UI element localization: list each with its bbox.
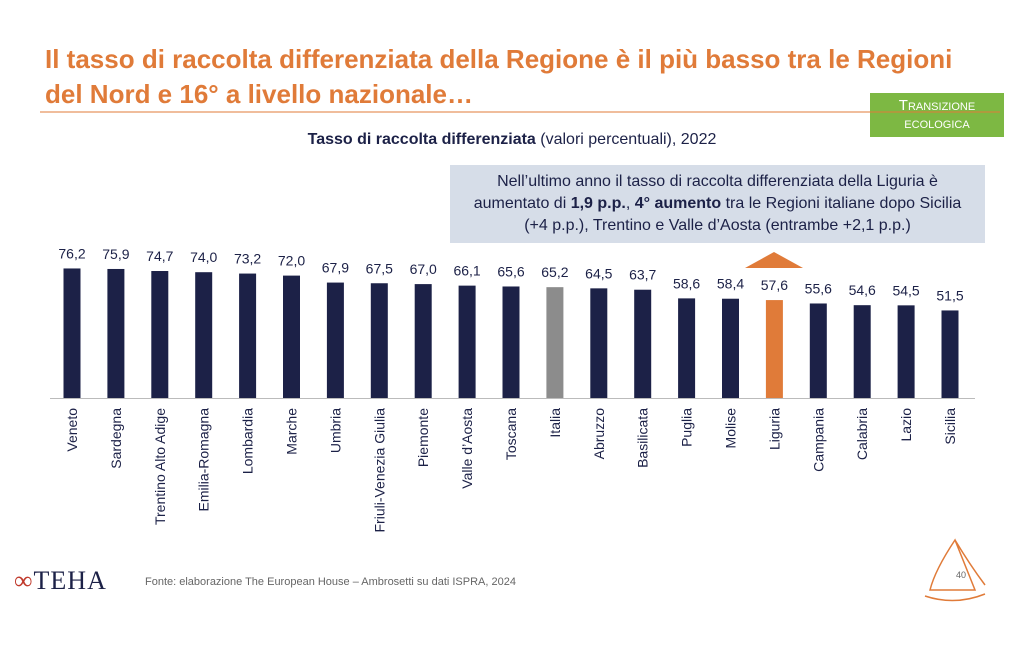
bar [897,305,915,398]
value-label: 65,6 [497,263,524,279]
value-label: 57,6 [761,277,788,293]
bar [458,285,476,398]
bar [370,283,388,398]
x-tick-label: Marche [284,408,300,455]
value-label: 72,0 [278,253,305,269]
bar [809,303,827,398]
x-tick-label: Lazio [898,408,914,442]
bar [502,286,520,398]
bar [107,268,125,398]
x-tick-label: Umbria [327,408,343,453]
value-label: 76,2 [58,245,85,261]
bar [414,284,432,398]
x-tick-label: Sicilia [942,408,958,445]
bar [239,273,257,398]
callout: Nell’ultimo anno il tasso di raccolta di… [450,165,985,243]
value-label: 66,1 [453,263,480,279]
bar [765,300,783,398]
bar [722,298,739,398]
value-label: 63,7 [629,267,656,283]
callout-segment: tra le Regioni italiane dopo Sicilia (+4… [524,195,962,234]
title-line: del Nord e 16° a livello nazionale… [45,79,473,109]
logo: ∞TEHA [14,566,107,595]
chart-title: Tasso di raccolta differenziata (valori … [0,131,1024,149]
callout-text: Nell’ultimo anno il tasso di raccolta di… [465,171,970,237]
value-label: 55,6 [805,280,832,296]
bar [326,282,344,398]
value-label: 67,9 [322,260,349,276]
chart-title-bold: Tasso di raccolta differenziata [307,131,536,148]
x-tick-label: Abruzzo [591,408,607,460]
page-number: 40 [956,570,966,580]
callout-segment: Nell’ultimo anno il tasso di raccolta di… [473,173,938,212]
chart-title-rest: (valori percentuali), 2022 [535,131,717,148]
sail-icon [929,538,986,591]
x-tick-label: Friuli-Venezia Giulia [371,408,387,533]
value-label: 73,2 [234,251,261,267]
callout-segment: , [625,195,635,212]
value-label: 67,5 [366,260,393,276]
x-tick-label: Lombardia [240,408,256,474]
value-label: 54,5 [892,282,919,298]
x-tick-label: Liguria [766,408,782,450]
value-label: 67,0 [410,261,437,277]
value-label: 74,0 [190,249,217,265]
bar [63,268,81,398]
value-label: 58,6 [673,275,700,291]
value-label: 54,6 [849,282,876,298]
source: Fonte: elaborazione The European House –… [145,576,516,588]
x-tick-label: Piemonte [415,408,431,467]
title-line: Il tasso di raccolta differenziata della… [45,44,953,74]
x-tick-label: Calabria [854,408,870,460]
x-tick-label: Toscana [503,408,519,460]
x-tick-label: Trentino Alto Adige [152,408,168,525]
callout-segment: 1,9 p.p. [570,195,626,212]
x-tick-label: Veneto [64,408,80,452]
bar [195,272,213,398]
x-tick-label: Molise [723,408,739,449]
callout-pointer [745,252,803,268]
bar [678,298,696,398]
bar [853,305,871,398]
callout-segment: 4° aumento [634,195,722,212]
sail-wave [924,593,986,602]
value-label: 75,9 [102,246,129,262]
x-tick-label: Emilia-Romagna [196,408,212,512]
x-tick-label: Campania [810,408,826,472]
x-tick-label: Puglia [679,408,695,447]
bar [634,289,652,398]
bar [546,287,564,398]
x-tick-label: Italia [547,408,563,438]
bar [283,275,300,398]
value-label: 51,5 [936,287,963,303]
bar [941,310,959,398]
x-tick-label: Basilicata [635,408,651,468]
value-label: 58,4 [717,276,744,292]
badge: Transizione ecologica [870,93,1004,137]
value-label: 64,5 [585,265,612,281]
logo-text: TEHA [33,566,107,595]
x-tick-label: Valle d’Aosta [459,408,475,489]
slide-title: Il tasso di raccolta differenziata della… [45,42,952,112]
value-label: 65,2 [541,264,568,280]
value-label: 74,7 [146,248,173,264]
x-tick-label: Sardegna [108,408,124,469]
bar [151,271,169,398]
bar [590,288,608,398]
